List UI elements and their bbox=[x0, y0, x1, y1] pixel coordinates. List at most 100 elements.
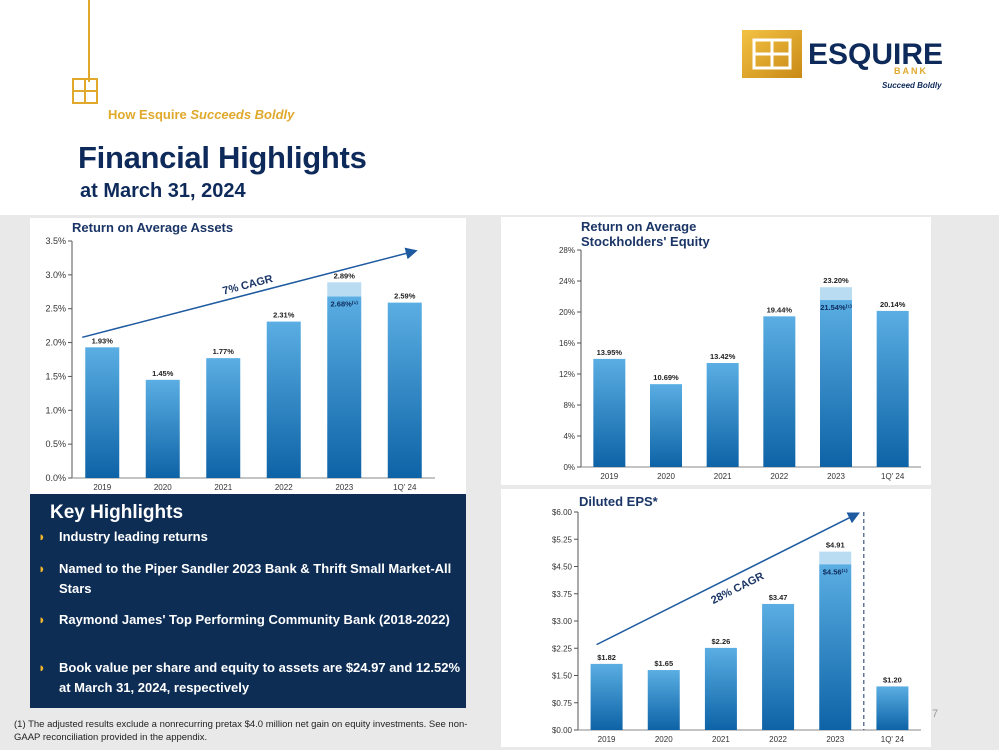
data-label: $1.82 bbox=[597, 653, 616, 662]
data-label: 1.45% bbox=[152, 369, 174, 378]
bar bbox=[327, 296, 362, 478]
page-number: 7 bbox=[932, 708, 939, 720]
y-tick-label: $6.00 bbox=[552, 508, 573, 517]
y-tick-label: $1.50 bbox=[552, 672, 573, 681]
logo-bank: BANK bbox=[894, 66, 928, 76]
data-label: 1.77% bbox=[213, 347, 235, 356]
x-tick-label: 1Q' 24 bbox=[393, 483, 417, 492]
y-tick-label: 16% bbox=[559, 339, 575, 348]
data-label: 10.69% bbox=[653, 373, 679, 382]
bar bbox=[266, 321, 301, 478]
cagr-label: 28% CAGR bbox=[709, 570, 766, 607]
y-tick-label: $4.50 bbox=[552, 563, 573, 572]
x-tick-label: 2023 bbox=[827, 472, 845, 481]
data-label: $3.47 bbox=[769, 593, 788, 602]
roae-title-line1: Return on Average bbox=[581, 219, 697, 234]
data-label: 19.44% bbox=[767, 305, 793, 314]
y-tick-label: $3.00 bbox=[552, 617, 573, 626]
data-label: 20.14% bbox=[880, 300, 906, 309]
data-label: $2.26 bbox=[712, 637, 731, 646]
bullet-icon: ◗ bbox=[38, 612, 46, 627]
bar bbox=[590, 663, 623, 730]
x-tick-label: 2023 bbox=[335, 483, 353, 492]
highlight-text: Book value per share and equity to asset… bbox=[59, 660, 461, 695]
y-tick-label: $3.75 bbox=[552, 590, 573, 599]
bar bbox=[876, 310, 909, 467]
eb-mark-icon bbox=[72, 78, 98, 109]
data-label: $1.65 bbox=[654, 659, 673, 668]
y-tick-label: 2.5% bbox=[45, 304, 66, 314]
eps-title: Diluted EPS* bbox=[579, 494, 658, 509]
x-tick-label: 2022 bbox=[275, 483, 293, 492]
y-tick-label: 3.0% bbox=[45, 270, 66, 280]
data-label: $4.91 bbox=[826, 541, 845, 550]
y-tick-label: 0% bbox=[563, 463, 575, 472]
x-tick-label: 2021 bbox=[714, 472, 732, 481]
bar bbox=[85, 347, 120, 478]
key-highlights-box: Key Highlights ◗ Industry leading return… bbox=[30, 494, 466, 708]
bar bbox=[647, 670, 680, 730]
eps-chart: $0.00 $0.75 $1.50 $2.25 $3.00 $3.75 $4.50 $5.25… bbox=[552, 508, 921, 744]
y-tick-label: 12% bbox=[559, 370, 575, 379]
bar bbox=[706, 362, 739, 467]
x-tick-label: 2019 bbox=[600, 472, 618, 481]
y-tick-label: 2.0% bbox=[45, 338, 66, 348]
esquire-bank-logo: ESQUIRE BANK Succeed Boldly bbox=[742, 30, 943, 97]
footnote: (1) The adjusted results exclude a nonre… bbox=[14, 719, 468, 743]
bar bbox=[650, 384, 682, 467]
adjusted-data-label: 21.54%⁽¹⁾ bbox=[820, 303, 852, 312]
bullet-icon: ◗ bbox=[38, 660, 46, 675]
x-tick-label: 2020 bbox=[657, 472, 675, 481]
y-tick-label: 1.0% bbox=[45, 405, 66, 415]
highlight-text: Named to the Piper Sandler 2023 Bank & T… bbox=[59, 561, 452, 596]
bar bbox=[763, 316, 796, 467]
bar bbox=[145, 379, 180, 478]
bar bbox=[819, 564, 852, 730]
logo-name: ESQUIRE bbox=[808, 38, 942, 71]
y-tick-label: 3.5% bbox=[45, 236, 66, 246]
x-tick-label: 2021 bbox=[214, 483, 232, 492]
y-tick-label: 28% bbox=[559, 246, 575, 255]
adjusted-data-label: 2.68%⁽¹⁾ bbox=[331, 300, 359, 309]
bullet-icon: ◗ bbox=[38, 529, 46, 544]
bar-adjusted-segment bbox=[820, 287, 852, 301]
page-subtitle: at March 31, 2024 bbox=[80, 180, 246, 202]
y-tick-label: 24% bbox=[559, 277, 575, 286]
x-tick-label: 2020 bbox=[154, 483, 172, 492]
bar bbox=[704, 647, 737, 730]
bar bbox=[387, 302, 422, 478]
roae-chart: 0% 4% 8% 12% 16% 20% 24% 28% 13.95% 2019 10.69% 202… bbox=[559, 246, 921, 481]
bar bbox=[876, 686, 909, 730]
x-tick-label: 1Q' 24 bbox=[881, 735, 905, 744]
y-tick-label: $5.25 bbox=[552, 535, 573, 544]
data-label: 1.93% bbox=[92, 336, 114, 345]
y-tick-label: $0.00 bbox=[552, 726, 573, 735]
data-label: 23.20% bbox=[823, 276, 849, 285]
data-label: 2.89% bbox=[334, 271, 356, 280]
x-tick-label: 2022 bbox=[769, 735, 787, 744]
eps-panel: Diluted EPS* $0.00 $0.75 $1.50 $2.25 $3.00 $3… bbox=[501, 489, 931, 747]
y-tick-label: 4% bbox=[563, 432, 575, 441]
roae-title-line2: Stockholders' Equity bbox=[581, 234, 710, 249]
x-tick-label: 2023 bbox=[826, 735, 844, 744]
y-tick-label: 8% bbox=[563, 401, 575, 410]
x-tick-label: 2021 bbox=[712, 735, 730, 744]
x-tick-label: 1Q' 24 bbox=[881, 472, 905, 481]
bar bbox=[206, 358, 241, 478]
y-tick-label: $2.25 bbox=[552, 644, 573, 653]
y-tick-label: 0.0% bbox=[45, 473, 66, 483]
logo-slogan: Succeed Boldly bbox=[882, 81, 942, 90]
bar-adjusted-segment bbox=[327, 282, 362, 297]
data-label: $1.20 bbox=[883, 675, 902, 684]
data-label: 13.42% bbox=[710, 352, 736, 361]
y-tick-label: 20% bbox=[559, 308, 575, 317]
x-tick-label: 2019 bbox=[598, 735, 616, 744]
cagr-arrow bbox=[82, 247, 418, 339]
key-highlights-title: Key Highlights bbox=[50, 502, 184, 523]
bullet-icon: ◗ bbox=[38, 561, 46, 576]
roaa-title: Return on Average Assets bbox=[72, 220, 234, 235]
roae-panel: Return on Average Stockholders' Equity 0… bbox=[501, 217, 931, 485]
bar bbox=[762, 603, 795, 730]
y-tick-label: 0.5% bbox=[45, 439, 66, 449]
x-tick-label: 2022 bbox=[770, 472, 788, 481]
